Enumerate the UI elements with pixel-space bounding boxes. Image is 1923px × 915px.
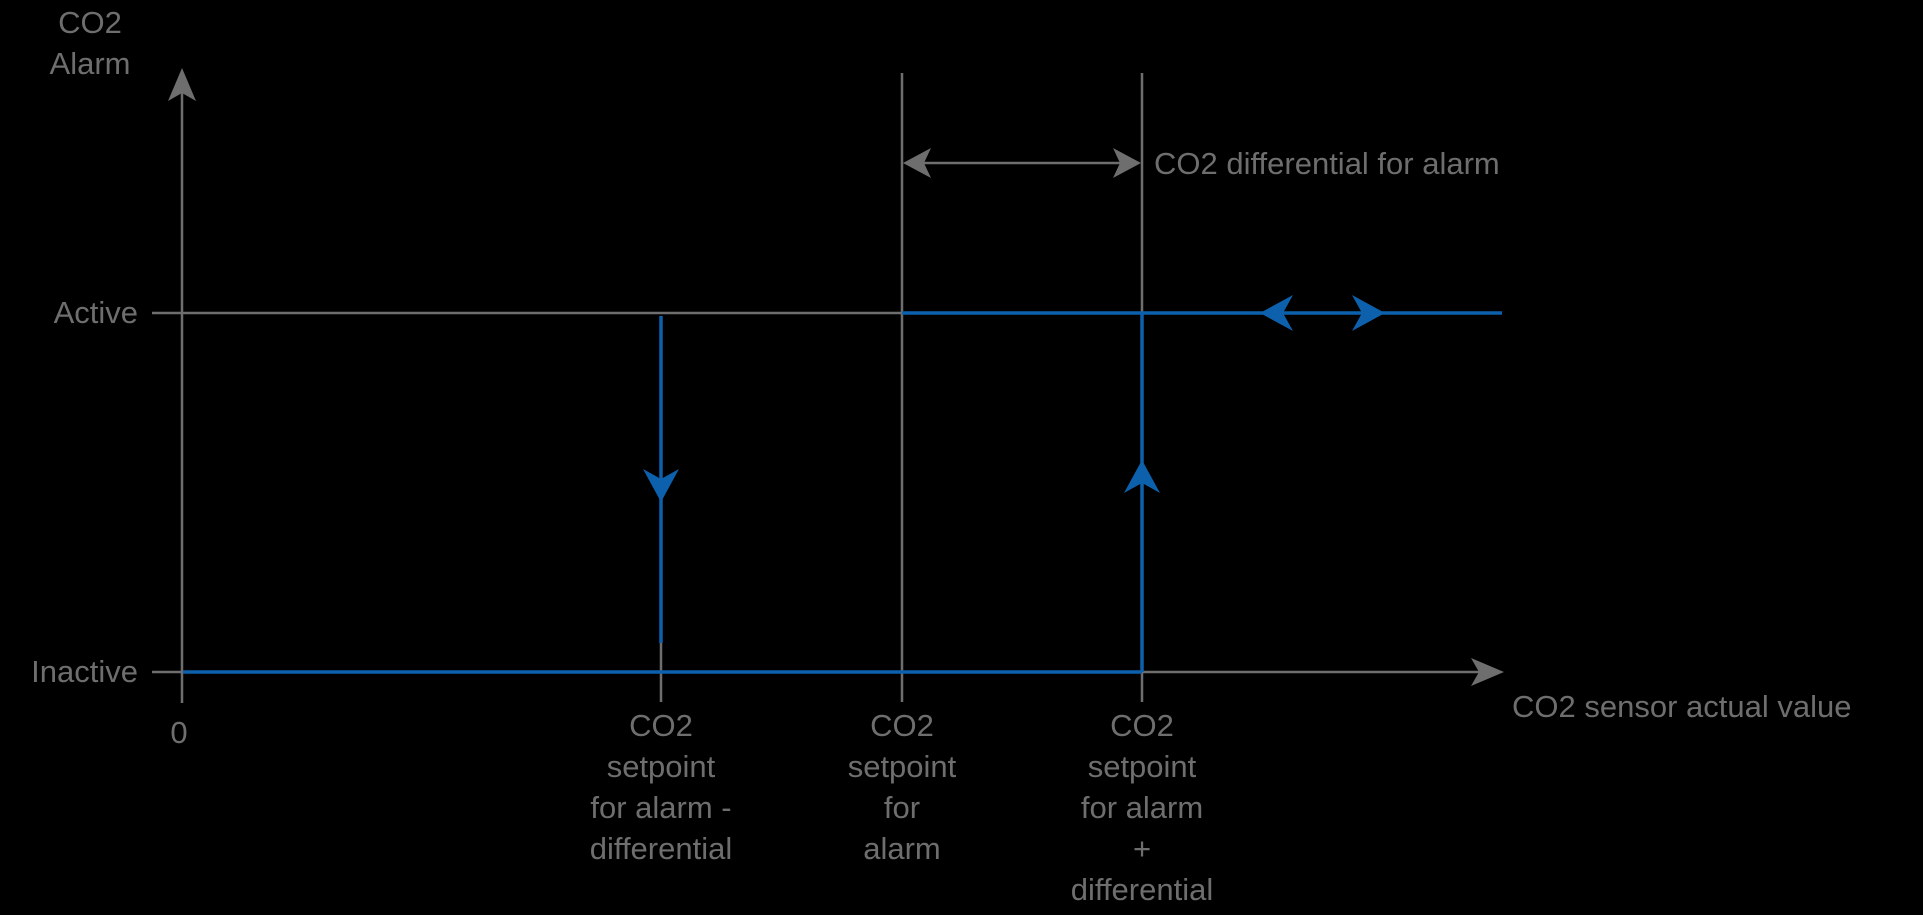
x-label-line: + xyxy=(1132,831,1152,866)
x-label-line: setpoint xyxy=(606,749,716,784)
curve-left-arrowhead-icon xyxy=(1260,295,1293,331)
x-label-line: for xyxy=(883,790,921,825)
x-label-setpoint-minus-differential: CO2 setpoint for alarm - differential xyxy=(511,705,811,869)
y-tick-label-active: Active xyxy=(53,295,138,330)
differential-arrowhead-right-icon xyxy=(1113,148,1141,178)
differential-annotation: CO2 differential for alarm xyxy=(1154,146,1500,181)
x-label-line: alarm xyxy=(863,831,941,866)
curve-down-arrowhead-icon xyxy=(643,469,679,502)
x-label-line: for alarm - xyxy=(590,790,732,825)
x-label-line: setpoint xyxy=(1087,749,1197,784)
x-label-line: differential xyxy=(1070,872,1214,907)
x-label-line: CO2 xyxy=(629,708,693,743)
x-label-line: for alarm xyxy=(1080,790,1204,825)
curve-right-arrowhead-icon xyxy=(1352,295,1385,331)
differential-arrowhead-left-icon xyxy=(903,148,931,178)
x-label-setpoint-plus-differential: CO2 setpoint for alarm + differential xyxy=(992,705,1292,910)
y-axis-title-line: Alarm xyxy=(49,46,131,81)
x-axis-arrowhead-icon xyxy=(1471,658,1504,686)
x-label-line: setpoint xyxy=(847,749,957,784)
y-axis-title: CO2 Alarm xyxy=(10,2,170,84)
y-tick-label-inactive: Inactive xyxy=(31,654,138,689)
curve-up-arrowhead-icon xyxy=(1124,460,1160,493)
y-axis-title-line: CO2 xyxy=(58,5,122,40)
y-axis-arrowhead-icon xyxy=(168,68,196,101)
x-axis-title: CO2 sensor actual value xyxy=(1512,689,1852,724)
x-label-line: differential xyxy=(589,831,733,866)
x-label-setpoint: CO2 setpoint for alarm xyxy=(752,705,1052,869)
x-label-line: CO2 xyxy=(870,708,934,743)
origin-label: 0 xyxy=(170,715,188,750)
x-label-line: CO2 xyxy=(1110,708,1174,743)
